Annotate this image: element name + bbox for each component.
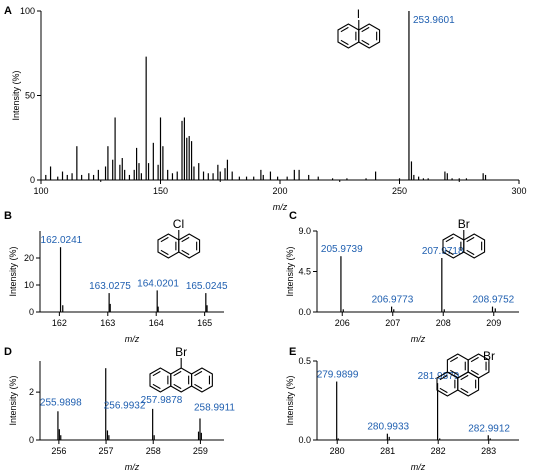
x-tick-label-E: 281 [380,446,395,456]
x-tick-label-E: 280 [330,446,345,456]
x-tick-label-A: 100 [33,186,48,196]
peak-label-C: 205.9739 [321,244,363,255]
x-axis-title-A: m/z [273,202,288,212]
9-bromoanthracene-icon: Br [149,345,213,393]
y-tick-label-B: 10 [24,280,34,290]
peak-label-E: 282.9912 [468,423,510,434]
peak-label-B: 164.0201 [137,278,179,289]
peak-label-B: 162.0241 [41,235,83,246]
x-tick-label-B: 162 [52,318,67,328]
peak-label-D: 257.9878 [141,395,183,406]
panel-letter-E: E [289,346,296,358]
y-tick-label-A: 100 [20,6,35,16]
y-tick-label-B: 0 [29,307,34,317]
x-tick-label-E: 283 [481,446,496,456]
x-tick-label-E: 282 [431,446,446,456]
y-tick-label-A: 0 [30,175,35,185]
1-bromonaphthalene-icon: Br [442,217,486,259]
y-axis-title-D: Intensity (%) [8,375,18,425]
panel-letter-B: B [4,210,12,222]
y-axis-title-A: Intensity (%) [11,70,21,120]
x-tick-label-B: 164 [149,318,164,328]
peak-label-E: 280.9933 [367,422,409,433]
y-axis-title-C: Intensity (%) [285,246,295,296]
y-tick-label-D: 2 [29,387,34,397]
x-tick-label-C: 206 [335,318,350,328]
panel-A: A 100 150 200 250 300 0 50 100 m/z Intensity (%) 25… [4,5,527,212]
x-tick-label-D: 258 [146,446,161,456]
x-tick-label-B: 165 [197,318,212,328]
y-tick-label-E: 0.0 [298,435,311,445]
peak-label-E: 279.9899 [317,370,359,381]
y-tick-label-C: 0.0 [298,307,311,317]
x-tick-label-B: 163 [100,318,115,328]
y-tick-label-E: 0.5 [298,356,311,366]
x-axis-title-C: m/z [411,334,426,344]
x-tick-label-C: 208 [436,318,451,328]
x-tick-label-A: 250 [392,186,407,196]
substituent-label-E: Br [483,349,495,363]
panel-C: C 206 207 208 209 0.0 4.5 9.0 m/z Intensity (%) 20… [285,210,519,344]
y-axis-title-B: Intensity (%) [8,246,18,296]
peak-label-C: 206.9773 [372,295,414,306]
x-axis-title-B: m/z [125,334,140,344]
panel-B: B 162 163 164 165 0 10 20 m/z Intensity (%) 162.02… [4,210,228,344]
y-tick-label-B: 20 [24,253,34,263]
peak-label-D: 256.9932 [104,400,146,411]
panel-letter-A: A [4,5,12,17]
substituent-label-B: Cl [173,217,184,231]
y-tick-label-D: 0 [29,435,34,445]
substituent-label-C: Br [458,217,470,231]
panel-letter-D: D [4,346,12,358]
y-tick-label-A: 50 [25,91,35,101]
x-tick-label-C: 207 [385,318,400,328]
peak-label-C: 208.9752 [472,295,514,306]
y-tick-label-C: 9.0 [298,226,311,236]
peak-label-B: 165.0245 [186,281,228,292]
x-tick-label-D: 259 [193,446,208,456]
x-tick-label-C: 209 [486,318,501,328]
1-chloronaphthalene-icon: Cl [157,217,201,259]
x-tick-label-D: 257 [99,446,114,456]
y-tick-label-C: 4.5 [298,267,311,277]
x-tick-label-A: 150 [153,186,168,196]
x-tick-label-A: 300 [511,186,526,196]
peak-label-D: 258.9911 [194,402,235,413]
peak-label-A: 253.9601 [413,15,455,26]
x-tick-label-D: 256 [51,446,66,456]
peak-label-B: 163.0275 [89,281,131,292]
panel-E: E 280 281 282 283 0.0 0.5 m/z Intensity (%) 279.9… [285,346,519,472]
panel-D: D 256 257 258 259 0 2 m/z Intensity (%) 255.9898 2… [4,346,235,472]
x-tick-label-A: 200 [272,186,287,196]
1-bromopyrene-icon: Br [436,349,495,397]
x-axis-title-E: m/z [411,462,426,472]
substituent-label-D: Br [175,345,187,359]
1-iodonaphthalene-icon: I [337,7,381,49]
substituent-label-A: I [357,7,360,21]
y-axis-title-E: Intensity (%) [285,375,295,425]
panel-letter-C: C [289,210,297,222]
x-axis-title-D: m/z [125,462,140,472]
peak-label-D: 255.9898 [40,397,82,408]
